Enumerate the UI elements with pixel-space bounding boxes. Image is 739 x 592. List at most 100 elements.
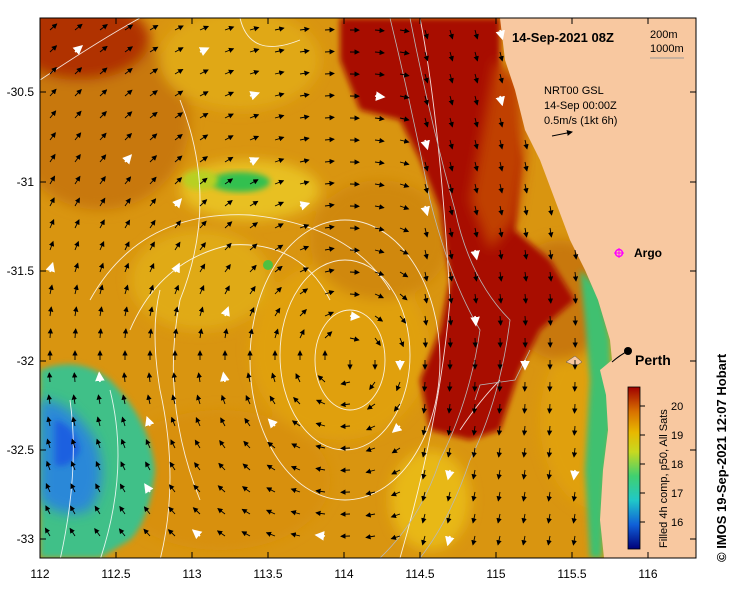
current-vector <box>124 89 133 97</box>
current-vector <box>498 227 504 238</box>
current-vector <box>172 198 183 209</box>
current-vector <box>299 92 310 98</box>
current-vector <box>224 199 233 207</box>
current-vector <box>324 180 335 187</box>
current-vector <box>448 51 454 62</box>
current-vector <box>471 403 478 414</box>
current-vector <box>496 425 503 436</box>
current-vector <box>249 179 259 185</box>
current-vector <box>71 416 77 427</box>
current-vector <box>148 284 155 295</box>
current-vector <box>496 469 502 480</box>
current-vector <box>498 73 504 84</box>
current-vector <box>274 223 284 229</box>
current-vector <box>72 328 79 339</box>
current-vector <box>195 416 201 427</box>
current-vector <box>523 183 529 194</box>
current-vector <box>498 249 504 260</box>
current-vector <box>217 507 226 515</box>
current-vector <box>365 468 376 474</box>
current-vector <box>324 27 335 33</box>
current-vector <box>145 461 151 471</box>
current-vector <box>124 219 131 229</box>
current-vector <box>399 271 409 278</box>
current-vector <box>193 484 201 493</box>
current-vector <box>299 201 311 211</box>
current-vector <box>98 284 104 295</box>
argo-marker <box>614 248 624 258</box>
current-vector <box>199 263 206 273</box>
current-vector <box>374 337 381 347</box>
current-vector <box>299 267 309 273</box>
current-vector <box>49 175 56 185</box>
current-vector <box>149 68 159 75</box>
current-vector <box>473 139 479 150</box>
current-vector <box>365 425 376 431</box>
current-vector <box>448 117 454 128</box>
current-vector <box>299 308 307 317</box>
current-vector <box>96 416 102 427</box>
current-vector <box>291 443 301 449</box>
current-vector <box>241 486 251 493</box>
current-vector <box>45 482 51 493</box>
current-vector <box>324 71 335 77</box>
current-vector <box>390 491 401 497</box>
current-vector <box>224 178 234 185</box>
current-vector <box>198 306 204 317</box>
current-vector <box>70 505 76 515</box>
current-vector <box>399 315 407 324</box>
current-vector <box>522 315 528 326</box>
current-vector <box>448 95 454 106</box>
current-vector <box>315 399 326 405</box>
current-vector <box>146 372 153 383</box>
colorbar-tick: 17 <box>671 488 683 500</box>
current-vector <box>49 132 56 141</box>
colorbar-tick: 19 <box>671 430 683 442</box>
current-vector <box>374 204 385 210</box>
current-vector <box>149 176 157 185</box>
current-vector <box>199 156 209 163</box>
current-vector <box>99 89 108 97</box>
current-vector <box>572 271 579 282</box>
colorbar-label: Filled 4h comp, p50, All Sats <box>658 409 670 548</box>
current-vector <box>216 530 226 537</box>
current-vector <box>71 372 78 383</box>
current-vector <box>546 513 552 524</box>
current-vector <box>224 25 235 31</box>
current-vector <box>121 416 127 427</box>
current-vector <box>119 505 126 515</box>
current-vector <box>374 248 385 254</box>
current-vector <box>249 243 258 251</box>
current-vector <box>49 66 57 75</box>
current-vector <box>523 249 529 260</box>
current-vector <box>199 91 209 97</box>
contour-legend-200m: 200m <box>650 29 678 41</box>
current-vector <box>522 403 528 414</box>
current-vector <box>194 462 201 471</box>
credit-label: © IMOS 19-Sep-2021 12:07 Hobart <box>714 353 729 562</box>
current-vector <box>74 219 80 229</box>
current-vector <box>448 205 454 216</box>
current-vector <box>496 491 502 502</box>
current-vector <box>315 510 326 517</box>
current-vector <box>149 155 158 163</box>
current-vector <box>299 136 310 142</box>
current-vector <box>421 469 427 480</box>
current-vector <box>448 293 454 304</box>
current-vector <box>249 91 261 101</box>
current-vector <box>96 394 102 405</box>
current-vector <box>124 132 133 141</box>
current-vector <box>174 241 181 251</box>
current-vector <box>145 415 155 427</box>
current-vector <box>267 418 278 429</box>
lon-tick-label: 113 <box>182 567 201 581</box>
current-vector <box>118 528 126 537</box>
current-vector <box>399 227 410 233</box>
current-vector <box>498 161 504 172</box>
current-vector <box>172 328 179 339</box>
current-vector <box>94 505 101 515</box>
current-vector <box>340 380 351 386</box>
current-vector <box>169 461 176 471</box>
current-vector <box>220 371 230 383</box>
current-vector <box>496 535 502 546</box>
